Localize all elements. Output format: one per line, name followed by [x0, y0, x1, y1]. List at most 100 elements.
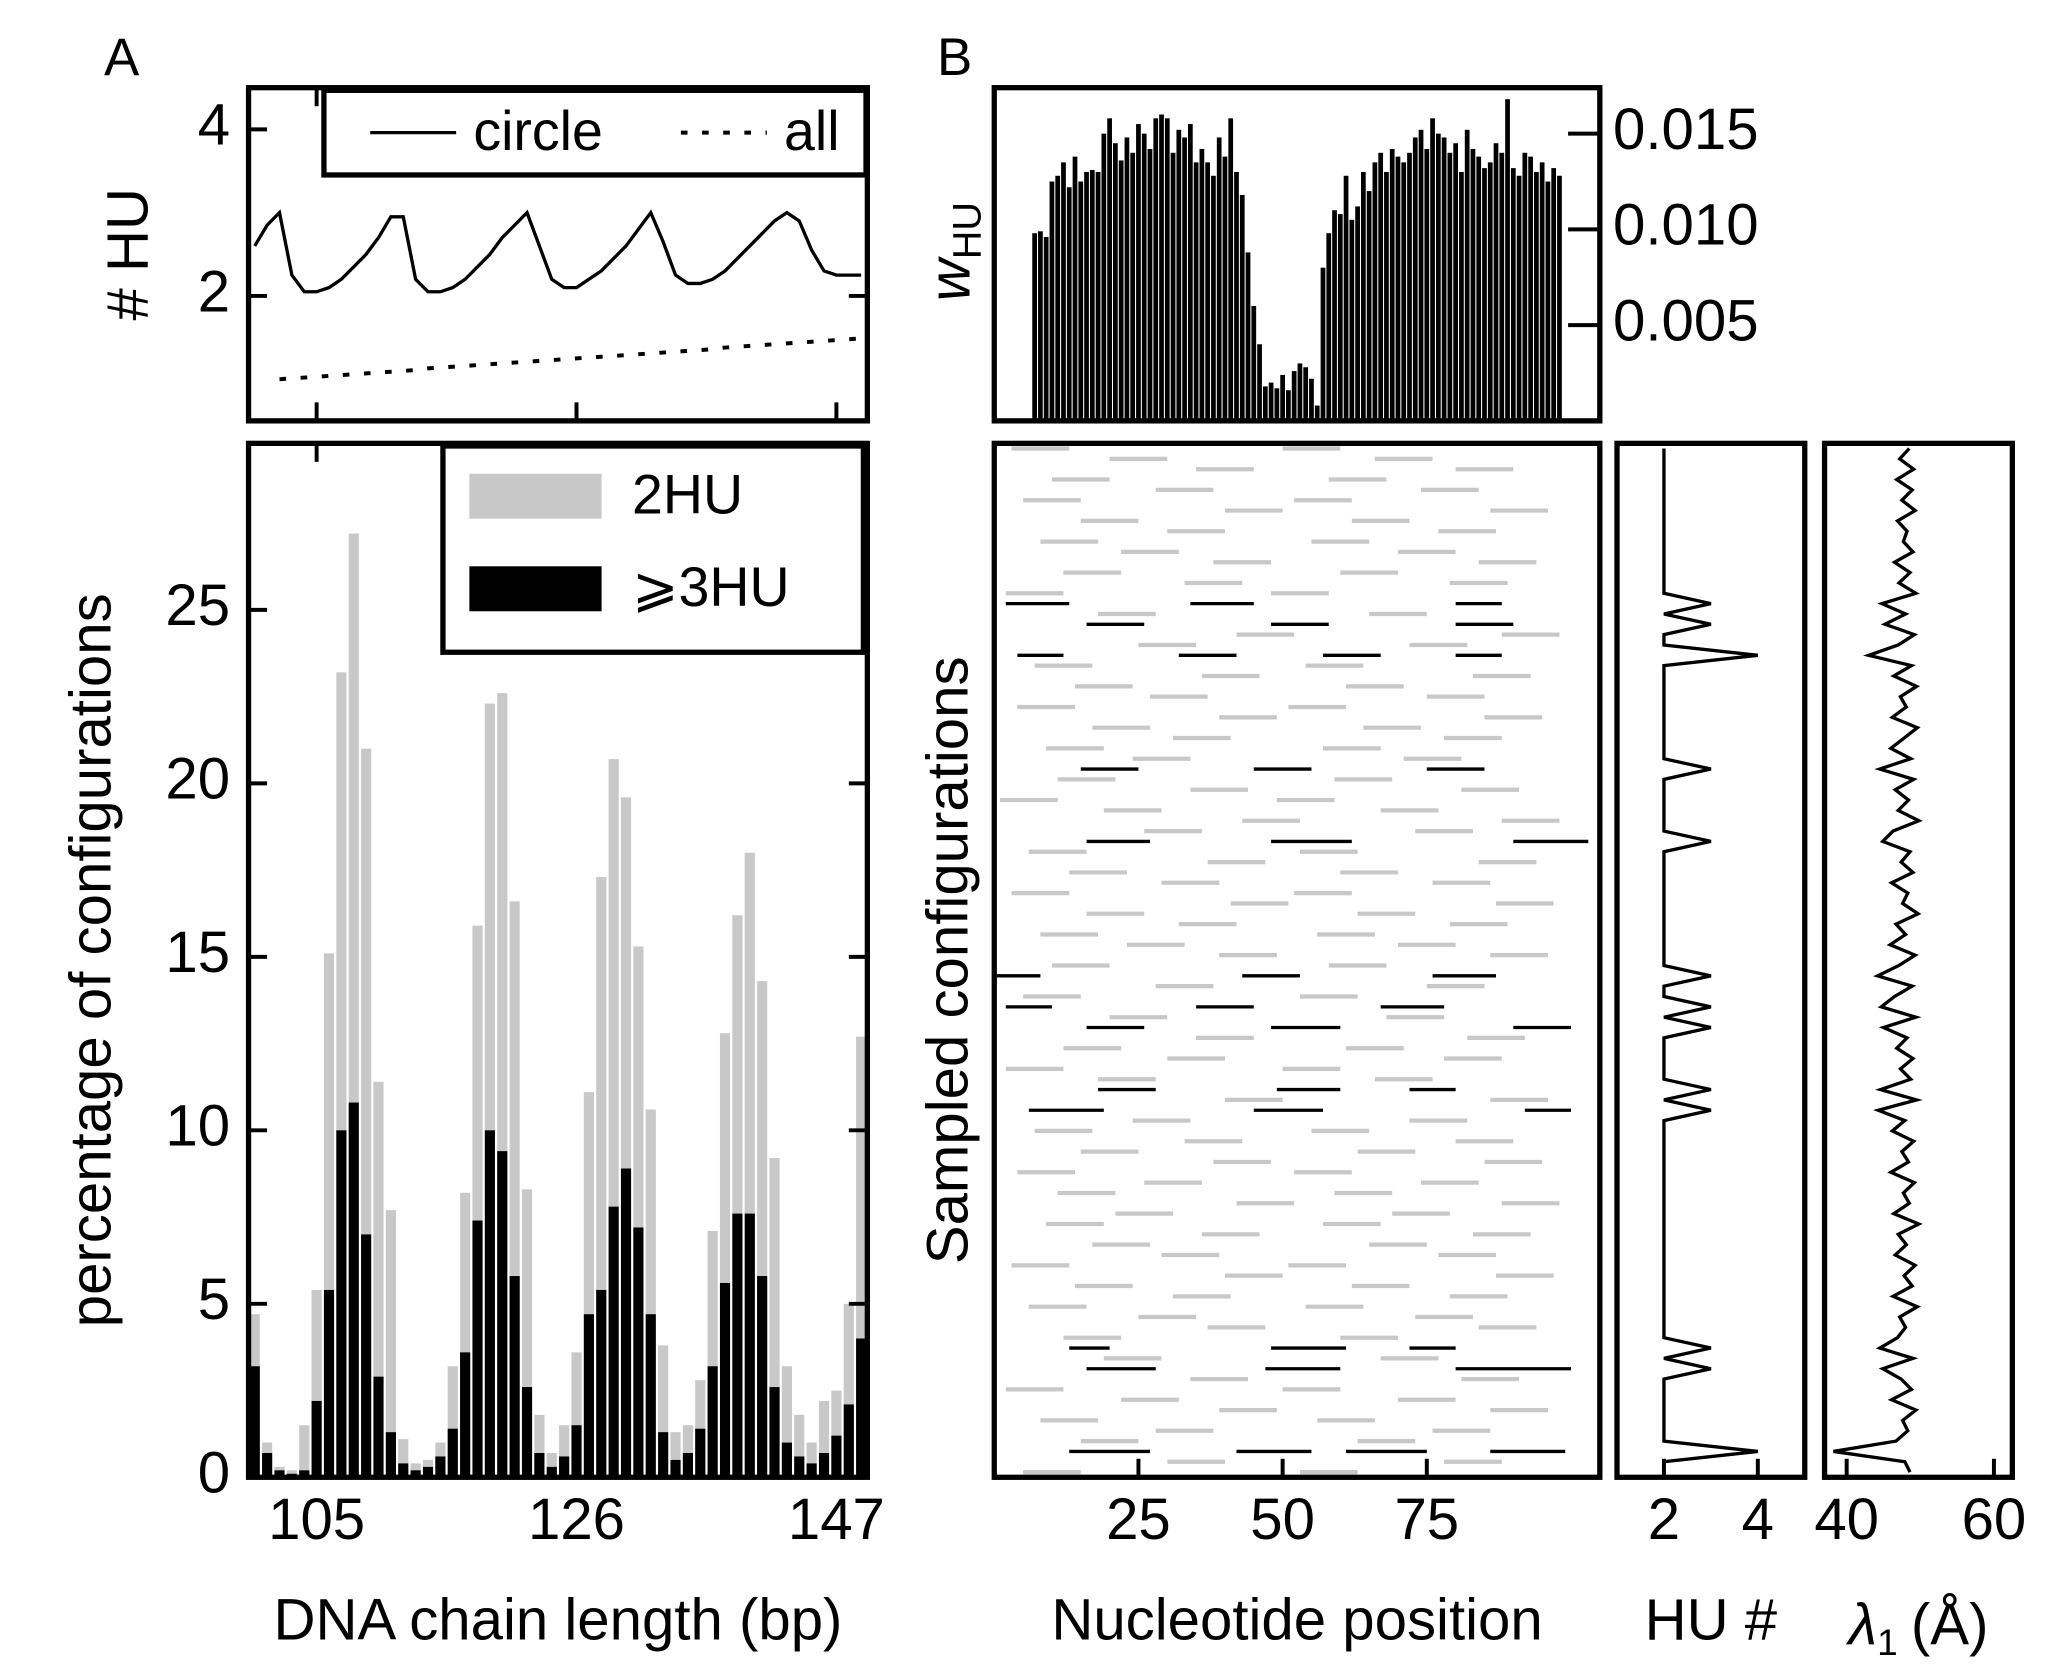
bar [1528, 156, 1533, 421]
panel-label: B [937, 28, 972, 87]
bar [1170, 152, 1176, 421]
bar [311, 1289, 322, 1478]
bar [1228, 118, 1234, 421]
bar [385, 1210, 396, 1478]
label-symbol: λ [1845, 1593, 1877, 1658]
bar [571, 1352, 582, 1478]
bar [1182, 137, 1187, 421]
bar [794, 1414, 805, 1478]
x-axis-label: HU # [1645, 1587, 1778, 1652]
bar [435, 1456, 446, 1478]
bar [410, 1470, 421, 1478]
bar [1124, 137, 1130, 421]
bar [1193, 162, 1199, 421]
bar [707, 1366, 718, 1478]
plot-frame [1821, 440, 2015, 1480]
bar [1516, 175, 1522, 421]
bar [1211, 175, 1216, 421]
bar [521, 1387, 533, 1478]
bar [1378, 152, 1384, 421]
label-subscript: HU [946, 202, 990, 259]
bar [1291, 371, 1297, 421]
bar [719, 1033, 731, 1478]
bar [1453, 143, 1459, 421]
x-tick-label: 75 [1394, 1487, 1459, 1552]
bar [249, 1366, 260, 1478]
bar [1487, 162, 1493, 421]
bar [1262, 386, 1268, 421]
bar [1493, 143, 1499, 421]
bar [1130, 152, 1136, 421]
bar [682, 1425, 693, 1478]
bar [323, 1289, 335, 1478]
bar [398, 1439, 409, 1478]
x-axis-label: Nucleotide position [1051, 1587, 1542, 1652]
bar [1395, 156, 1401, 421]
bar [633, 1227, 644, 1478]
x-axis-label: DNA chain length (bp) [273, 1587, 842, 1652]
bar [1435, 133, 1441, 421]
x-tick-label: 40 [1814, 1487, 1879, 1552]
bar [645, 1109, 656, 1478]
y-axis-label: percentage of configurations [59, 593, 124, 1327]
bar [447, 1366, 458, 1478]
bar [1407, 152, 1412, 421]
bar [484, 703, 495, 1478]
bar [1043, 237, 1049, 421]
bar [1476, 156, 1482, 421]
bar [1032, 233, 1038, 421]
bar [583, 1092, 594, 1478]
bar [1545, 181, 1551, 421]
bar [509, 901, 520, 1478]
bar [472, 1220, 483, 1478]
bar [1441, 137, 1447, 421]
bar [1176, 129, 1182, 421]
bar [831, 1390, 842, 1478]
bar [794, 1456, 805, 1478]
bar [460, 1192, 471, 1478]
bar [422, 1466, 434, 1478]
bar [484, 1130, 495, 1478]
x-tick-label: 50 [1250, 1487, 1315, 1552]
bar [1072, 156, 1078, 421]
bar [1038, 231, 1043, 421]
bar [1361, 171, 1366, 421]
bar [1337, 214, 1343, 421]
x-axis-label: λ1 (Å) [1845, 1593, 1988, 1663]
y-tick-label: 4 [198, 93, 230, 158]
x-tick-label: 60 [1962, 1487, 2027, 1552]
y-axis-label: wHU [918, 202, 990, 301]
bar [1187, 124, 1193, 421]
bar [1389, 148, 1395, 421]
bar [769, 1387, 780, 1478]
bar [1459, 171, 1464, 421]
bar [695, 1428, 706, 1478]
bar [1314, 405, 1320, 421]
profile-line [1662, 448, 1758, 1473]
legend-swatch [469, 566, 602, 612]
bar [559, 1425, 570, 1478]
bar [546, 1452, 557, 1478]
bar [1239, 194, 1245, 421]
bar [385, 1432, 396, 1478]
bar [1216, 137, 1222, 421]
y-tick-label: 15 [165, 920, 230, 985]
bar [1164, 118, 1170, 421]
bar [620, 1168, 632, 1478]
bar [361, 1234, 372, 1478]
legend-swatch [469, 473, 602, 519]
series-line [279, 336, 862, 382]
y-tick-label: 20 [165, 747, 230, 812]
bar [1257, 344, 1262, 421]
bar [707, 1230, 718, 1478]
bar [608, 1206, 619, 1478]
profile-line [1833, 447, 1923, 1473]
bar [398, 1463, 409, 1478]
bar [1101, 133, 1107, 421]
y-tick-label: 10 [165, 1094, 230, 1159]
label-symbol: w [918, 255, 983, 301]
bar [1534, 171, 1539, 421]
y-axis-label: # HU [96, 188, 161, 321]
bar [1113, 143, 1118, 421]
